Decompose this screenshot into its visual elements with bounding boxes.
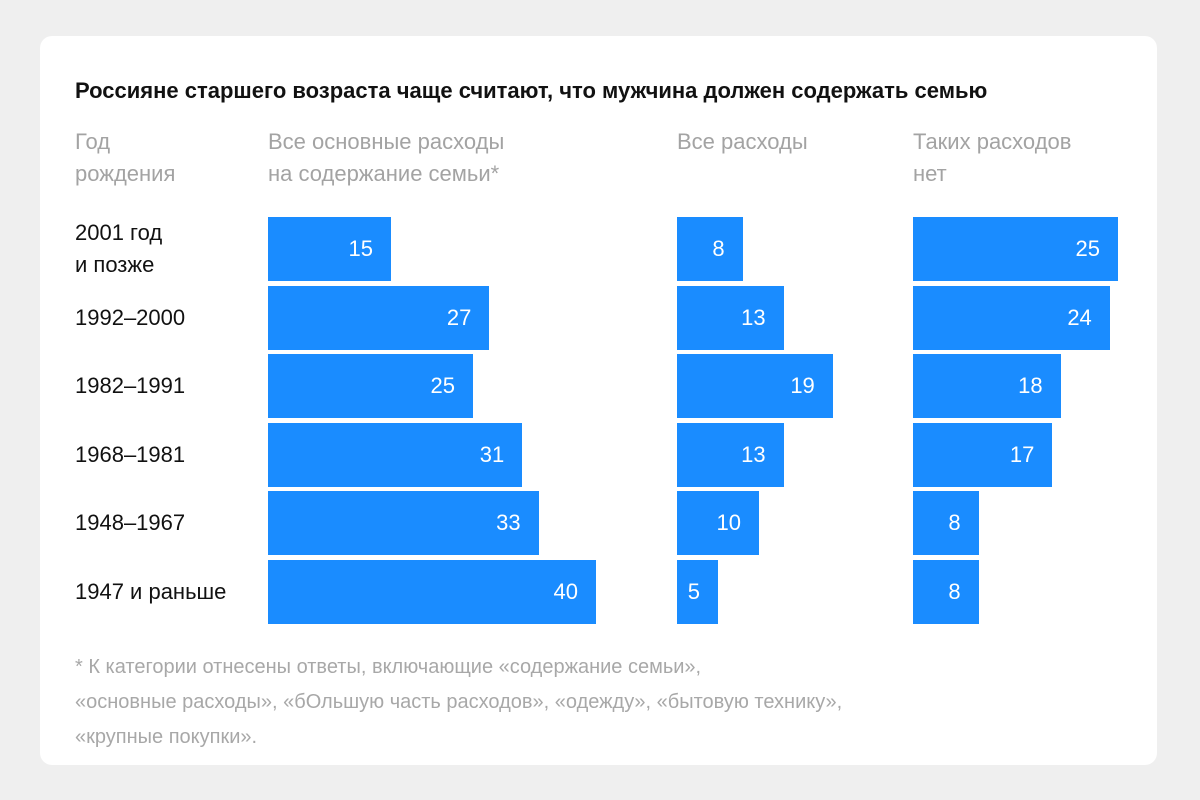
data-label: 13 — [741, 442, 766, 467]
data-label: 10 — [716, 510, 741, 535]
bar — [913, 354, 1061, 418]
category-label: 2001 год и позже — [75, 220, 163, 277]
category-label: 1948–1967 — [75, 510, 186, 535]
bar — [913, 217, 1118, 281]
series-header: Все расходы — [677, 129, 808, 154]
data-label: 15 — [348, 236, 373, 261]
footnote-line: «крупные покупки». — [75, 726, 258, 748]
data-label: 13 — [741, 305, 766, 330]
data-label: 5 — [687, 579, 700, 604]
series-header: Все основные расходы на содержание семьи… — [268, 129, 505, 186]
data-label: 8 — [948, 579, 961, 604]
bar — [268, 354, 473, 418]
bar — [268, 560, 596, 624]
bar — [268, 491, 539, 555]
data-label: 25 — [1075, 236, 1100, 261]
chart-title: Россияне старшего возраста чаще считают,… — [75, 78, 988, 103]
category-label: 1947 и раньше — [75, 579, 227, 604]
category-label: 1992–2000 — [75, 305, 186, 330]
data-label: 18 — [1018, 373, 1043, 398]
data-label: 19 — [790, 373, 815, 398]
category-label: 1982–1991 — [75, 373, 186, 398]
data-label: 27 — [446, 305, 472, 330]
footnote-line: * К категории отнесены ответы, включающи… — [75, 656, 702, 678]
bar — [677, 560, 718, 624]
data-label: 31 — [479, 442, 505, 467]
footnote-line: «основные расходы», «бОльшую часть расхо… — [75, 691, 843, 713]
bar — [677, 217, 743, 281]
bar — [268, 217, 391, 281]
footnote: * К категории отнесены ответы, включающи… — [75, 650, 842, 755]
bar — [677, 423, 784, 487]
data-label: 17 — [1009, 442, 1035, 467]
data-label: 24 — [1067, 305, 1092, 330]
data-label: 33 — [496, 510, 521, 535]
bar — [913, 491, 979, 555]
data-label: 8 — [712, 236, 725, 261]
category-header: Год рождения — [75, 129, 176, 186]
bar — [268, 286, 490, 350]
data-label: 40 — [553, 579, 578, 604]
data-label: 25 — [430, 373, 455, 398]
bar — [677, 354, 833, 418]
category-label: 1968–1981 — [75, 442, 186, 467]
bar — [677, 286, 784, 350]
bar — [913, 560, 979, 624]
series-header: Таких расходов нет — [913, 129, 1072, 186]
bar — [913, 423, 1053, 487]
bar — [677, 491, 759, 555]
bar — [268, 423, 523, 487]
data-label: 8 — [948, 510, 961, 535]
bar — [913, 286, 1110, 350]
